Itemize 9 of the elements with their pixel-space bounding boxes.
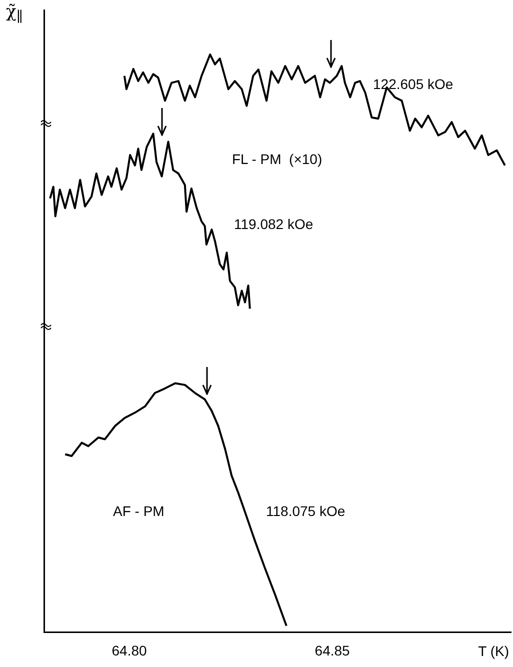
annotation: 119.082 kOe (234, 216, 314, 232)
annotation: FL - PM (×10) (232, 150, 322, 167)
x-axis-title: T (K) (478, 642, 509, 659)
annotation: 122.605 kOe (373, 76, 454, 92)
y-axis-title: χ̃$_{∥}$ (6, 2, 23, 26)
x-tick-label: 64.85 (314, 642, 350, 658)
x-tick-label: 64.80 (112, 642, 148, 658)
annotation: 118.075 kOe (266, 502, 346, 519)
annotation: AF - PM (113, 502, 164, 519)
